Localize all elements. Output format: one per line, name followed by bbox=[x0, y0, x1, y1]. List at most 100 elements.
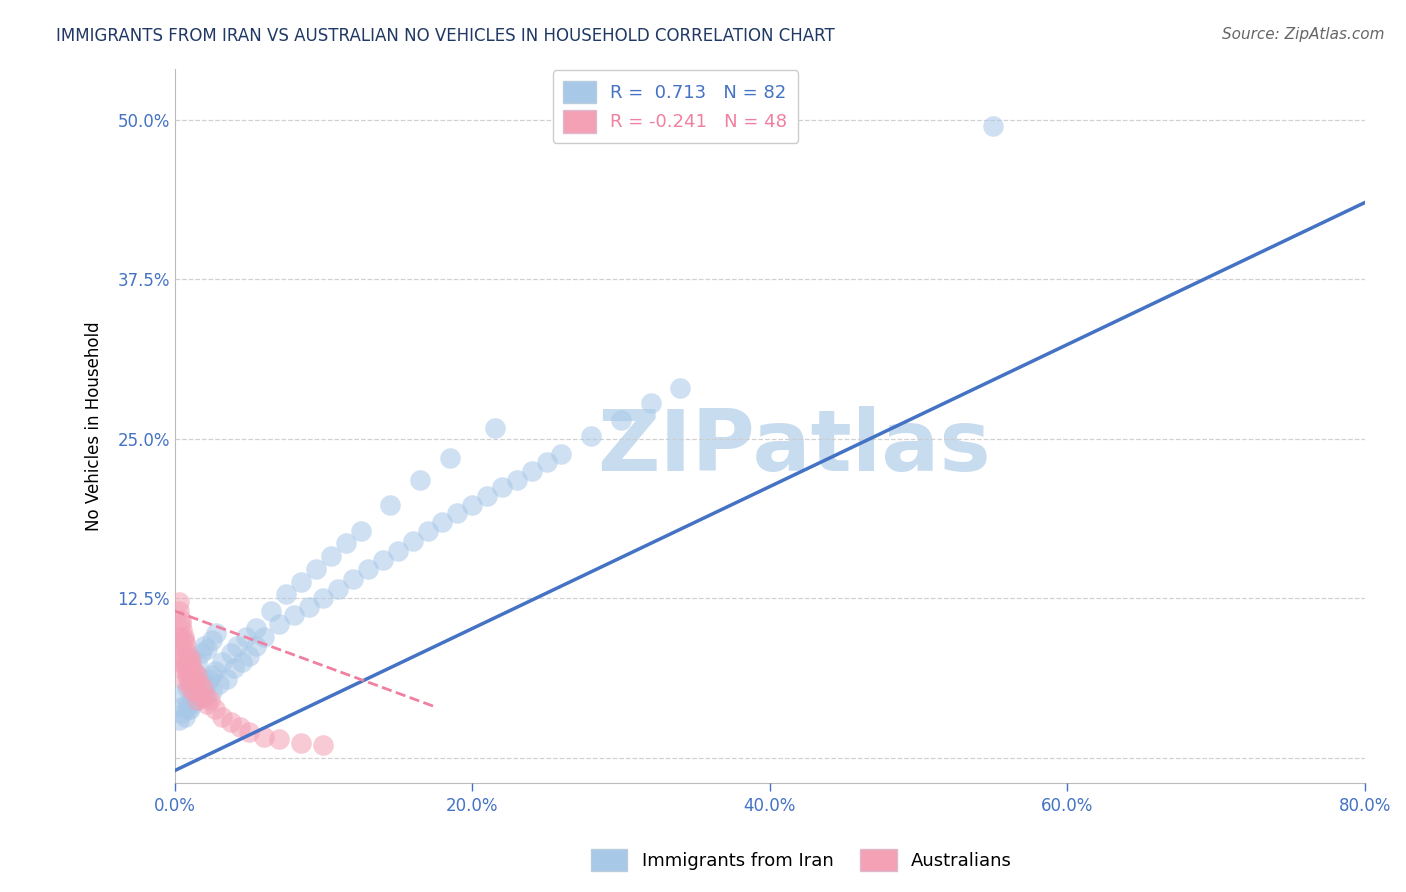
Point bbox=[173, 633, 195, 648]
Point bbox=[520, 464, 543, 478]
Point bbox=[177, 672, 200, 686]
Point bbox=[180, 668, 202, 682]
Point bbox=[197, 677, 219, 691]
Point bbox=[186, 668, 208, 682]
Text: Source: ZipAtlas.com: Source: ZipAtlas.com bbox=[1222, 27, 1385, 42]
Point bbox=[193, 690, 215, 704]
Point bbox=[357, 562, 380, 576]
Point bbox=[173, 630, 195, 644]
Legend: R =  0.713   N = 82, R = -0.241   N = 48: R = 0.713 N = 82, R = -0.241 N = 48 bbox=[553, 70, 799, 144]
Point bbox=[312, 591, 335, 606]
Point bbox=[176, 697, 198, 711]
Point bbox=[181, 684, 204, 698]
Point bbox=[176, 659, 198, 673]
Point bbox=[506, 473, 529, 487]
Point bbox=[245, 639, 267, 653]
Point bbox=[169, 648, 191, 663]
Point bbox=[188, 677, 211, 691]
Point bbox=[231, 655, 253, 669]
Point bbox=[186, 693, 208, 707]
Point bbox=[177, 702, 200, 716]
Point bbox=[173, 659, 195, 673]
Point bbox=[211, 655, 233, 669]
Point bbox=[197, 642, 219, 657]
Point bbox=[187, 684, 209, 698]
Point bbox=[201, 633, 224, 648]
Point bbox=[349, 524, 371, 538]
Point bbox=[416, 524, 439, 538]
Point bbox=[200, 693, 222, 707]
Point bbox=[439, 450, 461, 465]
Point bbox=[201, 684, 224, 698]
Point bbox=[475, 489, 498, 503]
Point bbox=[179, 681, 201, 695]
Point bbox=[169, 613, 191, 627]
Legend: Immigrants from Iran, Australians: Immigrants from Iran, Australians bbox=[583, 842, 1019, 879]
Point bbox=[179, 651, 201, 665]
Point bbox=[342, 572, 364, 586]
Point bbox=[183, 664, 205, 678]
Point bbox=[198, 672, 221, 686]
Point bbox=[204, 664, 226, 678]
Point bbox=[245, 621, 267, 635]
Point bbox=[211, 710, 233, 724]
Point bbox=[204, 702, 226, 716]
Point bbox=[297, 600, 319, 615]
Point bbox=[409, 473, 432, 487]
Point bbox=[167, 595, 190, 609]
Point bbox=[186, 693, 208, 707]
Point bbox=[536, 455, 558, 469]
Point bbox=[190, 677, 212, 691]
Point bbox=[172, 655, 194, 669]
Y-axis label: No Vehicles in Household: No Vehicles in Household bbox=[86, 321, 103, 531]
Point bbox=[253, 731, 276, 745]
Point bbox=[176, 668, 198, 682]
Point bbox=[276, 587, 298, 601]
Point bbox=[219, 646, 242, 660]
Point bbox=[981, 119, 1004, 133]
Point bbox=[328, 582, 350, 597]
Point bbox=[172, 699, 194, 714]
Point bbox=[180, 655, 202, 669]
Point bbox=[191, 681, 214, 695]
Point bbox=[229, 720, 252, 734]
Point bbox=[371, 553, 394, 567]
Point bbox=[290, 574, 312, 589]
Point bbox=[179, 674, 201, 689]
Point bbox=[183, 693, 205, 707]
Point bbox=[176, 655, 198, 669]
Point bbox=[640, 396, 662, 410]
Point bbox=[387, 544, 409, 558]
Point bbox=[238, 725, 260, 739]
Point bbox=[260, 604, 283, 618]
Point bbox=[581, 429, 603, 443]
Point bbox=[194, 690, 217, 704]
Text: ZIPatlas: ZIPatlas bbox=[596, 406, 990, 489]
Point bbox=[290, 735, 312, 749]
Point bbox=[193, 672, 215, 686]
Point bbox=[167, 604, 190, 618]
Point bbox=[181, 690, 204, 704]
Point bbox=[446, 506, 468, 520]
Point bbox=[186, 655, 208, 669]
Point bbox=[187, 687, 209, 701]
Point bbox=[215, 672, 238, 686]
Point bbox=[181, 664, 204, 678]
Point bbox=[610, 412, 633, 426]
Point bbox=[172, 661, 194, 675]
Point bbox=[380, 498, 402, 512]
Point bbox=[201, 668, 224, 682]
Point bbox=[167, 713, 190, 727]
Point bbox=[669, 381, 692, 395]
Point bbox=[205, 625, 228, 640]
Point bbox=[219, 715, 242, 730]
Point bbox=[319, 549, 342, 563]
Point bbox=[176, 681, 198, 695]
Point bbox=[169, 616, 191, 631]
Point bbox=[190, 690, 212, 704]
Point bbox=[484, 421, 506, 435]
Point bbox=[550, 447, 572, 461]
Point bbox=[180, 697, 202, 711]
Point bbox=[174, 636, 197, 650]
Point bbox=[335, 536, 357, 550]
